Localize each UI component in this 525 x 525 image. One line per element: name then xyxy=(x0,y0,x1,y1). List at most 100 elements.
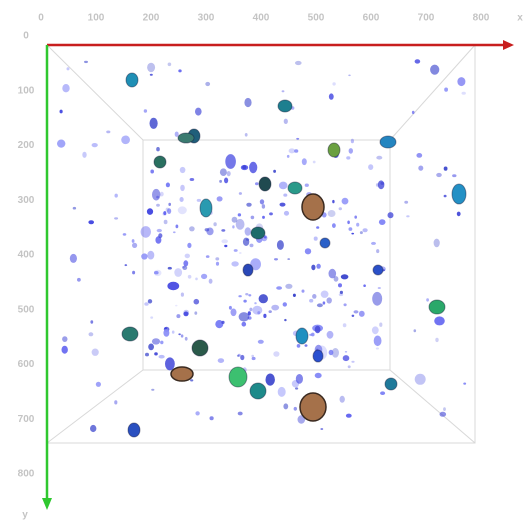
particle xyxy=(311,265,315,271)
particle xyxy=(251,216,255,220)
x-tick-label: 700 xyxy=(418,13,435,24)
particle xyxy=(412,111,415,114)
particle xyxy=(195,108,202,116)
particle-cluster xyxy=(313,350,323,362)
particle xyxy=(125,264,128,266)
particle xyxy=(266,374,275,386)
x-tick-label: 400 xyxy=(253,13,270,24)
particle-cluster xyxy=(302,194,324,220)
particle xyxy=(132,271,135,275)
particle xyxy=(254,302,256,304)
particle xyxy=(150,118,158,129)
particle xyxy=(435,338,438,342)
particle xyxy=(276,286,282,290)
particle xyxy=(297,344,301,348)
particle xyxy=(82,152,86,158)
particle xyxy=(73,207,76,210)
particle xyxy=(274,258,278,260)
particle xyxy=(183,312,188,317)
particle xyxy=(339,207,342,210)
particle xyxy=(92,349,99,356)
particle xyxy=(220,168,227,176)
particle xyxy=(158,233,162,238)
x-axis: x xyxy=(47,13,523,50)
particle xyxy=(185,337,188,341)
particle xyxy=(379,323,382,327)
particle xyxy=(141,253,147,259)
particle xyxy=(287,258,290,260)
particle xyxy=(239,312,250,321)
particle xyxy=(280,203,286,207)
particle xyxy=(115,194,118,198)
particle xyxy=(159,355,165,359)
particle xyxy=(258,340,264,344)
particle xyxy=(182,266,187,270)
particle xyxy=(356,223,359,227)
particle xyxy=(414,329,417,332)
particle xyxy=(315,373,322,378)
particle xyxy=(263,314,266,318)
particle xyxy=(283,403,288,409)
particle xyxy=(178,206,187,214)
particle xyxy=(305,248,311,254)
particle-cluster xyxy=(128,423,140,437)
frame-edge xyxy=(47,45,143,140)
particle xyxy=(231,309,237,317)
particle xyxy=(189,226,195,231)
particle xyxy=(372,292,382,306)
particle xyxy=(249,308,252,312)
particle xyxy=(168,63,172,67)
particle xyxy=(360,231,363,234)
y-axis: y xyxy=(22,45,52,521)
particle xyxy=(242,322,247,327)
particle xyxy=(167,282,179,290)
particle xyxy=(283,302,287,306)
particle xyxy=(380,182,384,185)
x-axis-arrow xyxy=(503,40,514,50)
particle xyxy=(351,233,354,235)
particle xyxy=(144,302,148,306)
particle xyxy=(239,252,242,254)
particle xyxy=(273,351,279,357)
particle xyxy=(156,204,160,207)
particle xyxy=(332,82,335,85)
particle xyxy=(195,411,199,415)
particle xyxy=(188,275,192,279)
particle xyxy=(348,75,351,77)
particle xyxy=(168,203,171,206)
particle xyxy=(374,336,382,347)
particle xyxy=(147,63,155,72)
particle xyxy=(349,148,353,154)
particle xyxy=(284,211,289,216)
particle xyxy=(354,216,357,219)
particle xyxy=(168,267,172,270)
particle xyxy=(132,239,135,243)
particle xyxy=(343,323,347,327)
frame-edge xyxy=(390,370,475,443)
particle xyxy=(248,294,251,296)
x-tick-label: 0 xyxy=(38,13,44,24)
particle xyxy=(293,294,296,297)
particle xyxy=(92,143,98,147)
x-axis-label: x xyxy=(517,13,523,24)
particle xyxy=(434,316,445,325)
y-tick-label: 600 xyxy=(18,359,35,370)
particle xyxy=(114,217,118,219)
particle xyxy=(328,210,336,217)
particle xyxy=(162,212,166,216)
particle xyxy=(279,182,288,190)
particle-cluster xyxy=(296,328,308,344)
particle xyxy=(206,255,210,258)
particle xyxy=(206,228,213,236)
particle xyxy=(172,331,175,334)
particle xyxy=(316,226,319,229)
particle xyxy=(195,278,198,281)
particle xyxy=(296,374,303,384)
y-tick-label: 100 xyxy=(18,85,35,96)
particle xyxy=(327,331,334,339)
particle xyxy=(271,305,279,311)
particle xyxy=(150,170,154,174)
particle xyxy=(173,231,176,233)
x-tick-label: 500 xyxy=(308,13,325,24)
particle xyxy=(165,357,175,370)
